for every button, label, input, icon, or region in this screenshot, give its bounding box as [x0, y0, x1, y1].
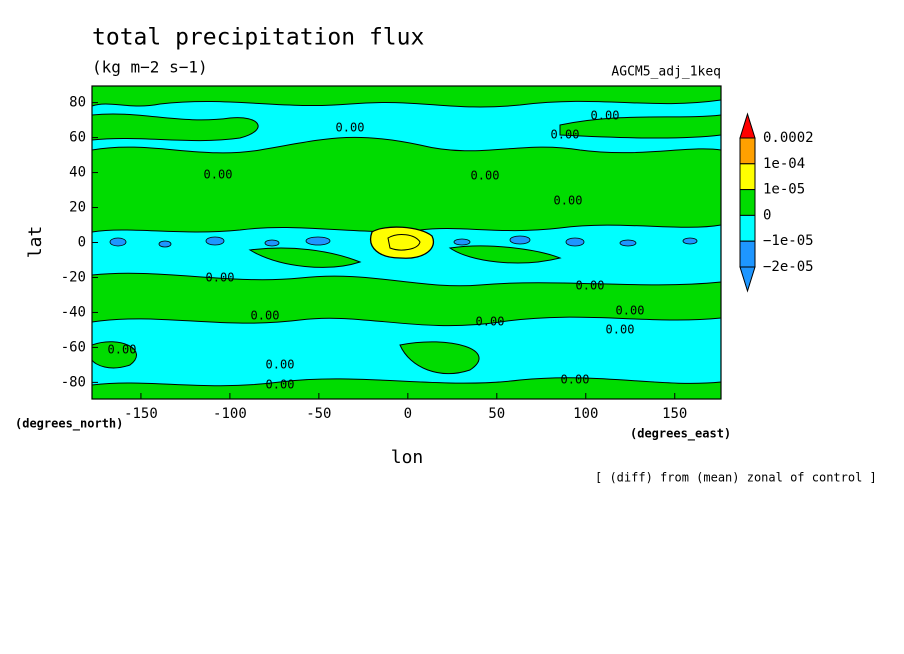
colorbar-segment: [739, 189, 756, 216]
contour-label: 0.00: [591, 109, 620, 123]
chart-title: total precipitation flux: [92, 25, 424, 51]
y-tick-label: 0: [78, 235, 86, 251]
y-tick-label: -80: [61, 374, 86, 390]
x-units: (degrees_east): [630, 427, 731, 442]
x-tick-label: -100: [213, 406, 247, 422]
y-tick-label: 80: [69, 95, 86, 111]
x-tick-label: 100: [573, 406, 598, 422]
contour-label: 0.00: [476, 315, 505, 329]
colorbar-label: −1e-05: [763, 233, 814, 249]
contour-label: 0.00: [561, 373, 590, 387]
dataset-label: AGCM5_adj_1keq: [611, 65, 721, 80]
colorbar-segment: [739, 163, 756, 191]
positive-regions: [91, 85, 722, 400]
contour-label: 0.00: [108, 343, 137, 357]
x-tick-label: 50: [488, 406, 505, 422]
y-tick-label: -20: [61, 269, 86, 285]
contour-label: 0.00: [336, 121, 365, 135]
contour-label: 0.00: [266, 358, 295, 372]
colorbar-segment: [739, 112, 756, 139]
colorbar-label: −2e-05: [763, 259, 814, 275]
contour-label: 0.00: [206, 271, 235, 285]
colorbar-segment: [739, 266, 756, 293]
colorbar-segment: [739, 137, 756, 165]
y-tick-label: -40: [61, 304, 86, 320]
contour-field: [91, 85, 722, 400]
contour-label: 0.00: [554, 194, 583, 208]
colorbar-label: 1e-04: [763, 156, 805, 172]
colorbar-label: 1e-05: [763, 182, 805, 198]
colorbar-segment: [739, 214, 756, 242]
y-tick-label: 60: [69, 130, 86, 146]
y-tick-label: 20: [69, 200, 86, 216]
colorbar-label: 0: [763, 207, 771, 223]
x-tick-label: 0: [404, 406, 412, 422]
y-tick-label: -60: [61, 339, 86, 355]
contour-label: 0.00: [576, 279, 605, 293]
negative-regions: [109, 235, 698, 248]
contour-label: 0.00: [251, 309, 280, 323]
colorbar-label: 0.0002: [763, 130, 814, 146]
colorbar-segment: [739, 240, 756, 268]
x-tick-label: 150: [662, 406, 687, 422]
y-tick-label: 40: [69, 165, 86, 181]
contour-label: 0.00: [606, 323, 635, 337]
contour-label: 0.00: [616, 304, 645, 318]
y-axis-label: lat: [25, 226, 46, 259]
peak-region: [370, 226, 435, 259]
x-tick-label: -50: [306, 406, 331, 422]
contour-label: 0.00: [266, 378, 295, 392]
x-tick-label: -150: [124, 406, 158, 422]
contour-label: 0.00: [551, 128, 580, 142]
note: [ (diff) from (mean) zonal of control ]: [595, 471, 877, 485]
contour-label: 0.00: [471, 169, 500, 183]
x-axis-label: lon: [391, 447, 424, 468]
chart-subtitle: (kg m−2 s−1): [92, 58, 208, 77]
contour-label: 0.00: [204, 168, 233, 182]
y-units: (degrees_north): [15, 417, 123, 432]
